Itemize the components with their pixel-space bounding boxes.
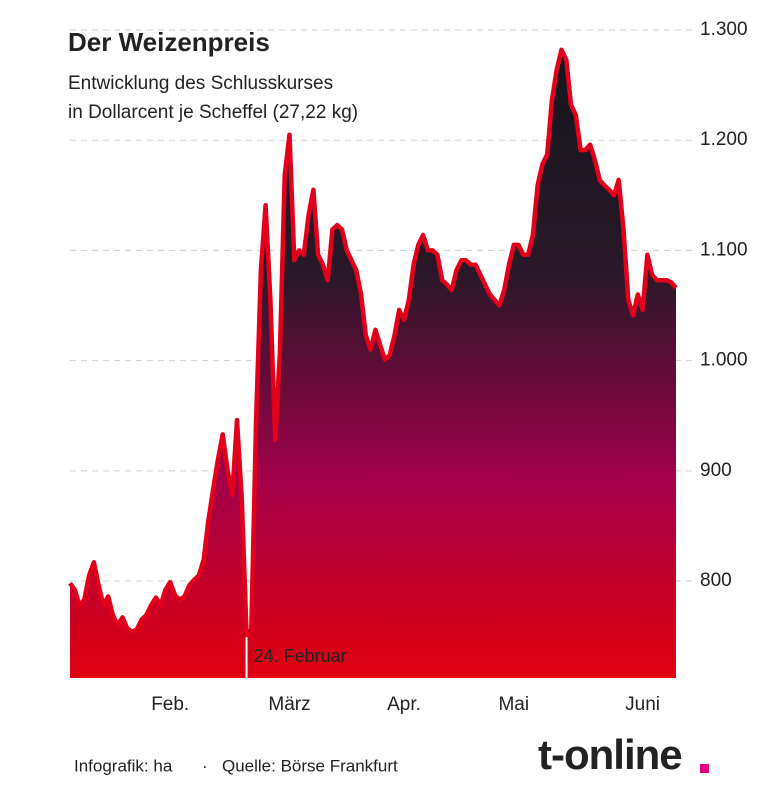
chart-title: Der Weizenpreis [68, 27, 270, 57]
subtitle: in Dollarcent je Scheffel (27,22 kg) [68, 102, 358, 123]
line [68, 47, 678, 638]
x-tick-label: Mai [498, 694, 529, 715]
y-tick-label: 900 [700, 460, 732, 481]
y-tick-label: 1.000 [700, 350, 748, 371]
annotation-label: 24. Februar [254, 646, 347, 666]
x-tick-label: Juni [625, 694, 660, 715]
x-tick-label: März [268, 694, 310, 715]
credit: Infografik: ha [74, 756, 173, 775]
y-tick-label: 800 [700, 570, 732, 591]
logo-dot [700, 764, 709, 773]
area [70, 49, 676, 679]
y-tick-label: 1.100 [700, 239, 748, 260]
separator: · [202, 756, 208, 775]
y-tick-label: 1.200 [700, 129, 748, 150]
plot: 24. Februar [68, 47, 678, 679]
logo: t-online [538, 731, 682, 778]
y-tick-label: 1.300 [700, 19, 748, 40]
x-tick-label: Feb. [151, 694, 189, 715]
source: Quelle: Börse Frankfurt [222, 756, 398, 775]
subtitle: Entwicklung des Schlusskurses [68, 73, 333, 94]
x-tick-label: Apr. [387, 694, 421, 715]
